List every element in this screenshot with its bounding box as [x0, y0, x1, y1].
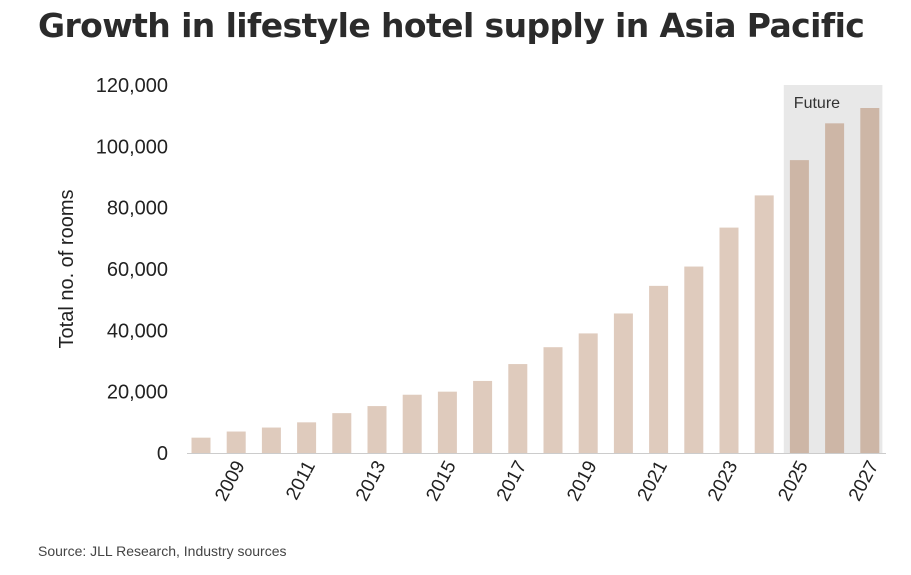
x-tick-label: 2019 [563, 457, 601, 504]
bar-2026 [825, 123, 845, 453]
x-tick-label: 2017 [493, 457, 531, 504]
bar-2023 [719, 227, 739, 453]
x-tick-label: 2025 [774, 457, 812, 504]
source-note: Source: JLL Research, Industry sources [38, 543, 287, 559]
bar-2013 [367, 406, 387, 453]
y-axis-title: Total no. of rooms [56, 190, 78, 349]
y-tick-label: 60,000 [107, 259, 168, 281]
bar-2019 [578, 333, 598, 453]
bar-2025 [789, 160, 809, 453]
y-tick-label: 120,000 [96, 75, 168, 97]
y-tick-label: 20,000 [107, 382, 168, 404]
bar-2018 [543, 347, 563, 453]
bar-2009 [226, 431, 246, 453]
bar-2010 [261, 427, 281, 453]
x-tick-label: 2027 [845, 457, 883, 504]
x-tick-label: 2021 [634, 457, 672, 504]
bar-2017 [508, 364, 528, 453]
x-tick-label: 2015 [422, 457, 460, 504]
bar-2022 [684, 266, 704, 453]
y-tick-label: 40,000 [107, 320, 168, 342]
x-tick-label: 2009 [211, 457, 249, 504]
bar-2011 [297, 422, 317, 453]
bar-2021 [649, 285, 669, 453]
bar-2012 [332, 413, 352, 453]
bar-2024 [754, 195, 774, 453]
future-label: Future [794, 95, 840, 112]
x-tick-label: 2013 [352, 457, 390, 504]
bar-2027 [860, 108, 880, 453]
bar-2020 [613, 313, 633, 453]
bar-2016 [473, 380, 493, 453]
bar-2015 [437, 391, 457, 453]
y-tick-label: 0 [157, 443, 168, 465]
y-tick-label: 100,000 [96, 136, 168, 158]
x-tick-label: 2023 [704, 457, 742, 504]
y-tick-label: 80,000 [107, 198, 168, 220]
x-tick-label: 2011 [282, 457, 320, 503]
bar-2014 [402, 394, 422, 453]
bar-2008 [191, 437, 211, 453]
chart-title: Growth in lifestyle hotel supply in Asia… [38, 6, 865, 45]
